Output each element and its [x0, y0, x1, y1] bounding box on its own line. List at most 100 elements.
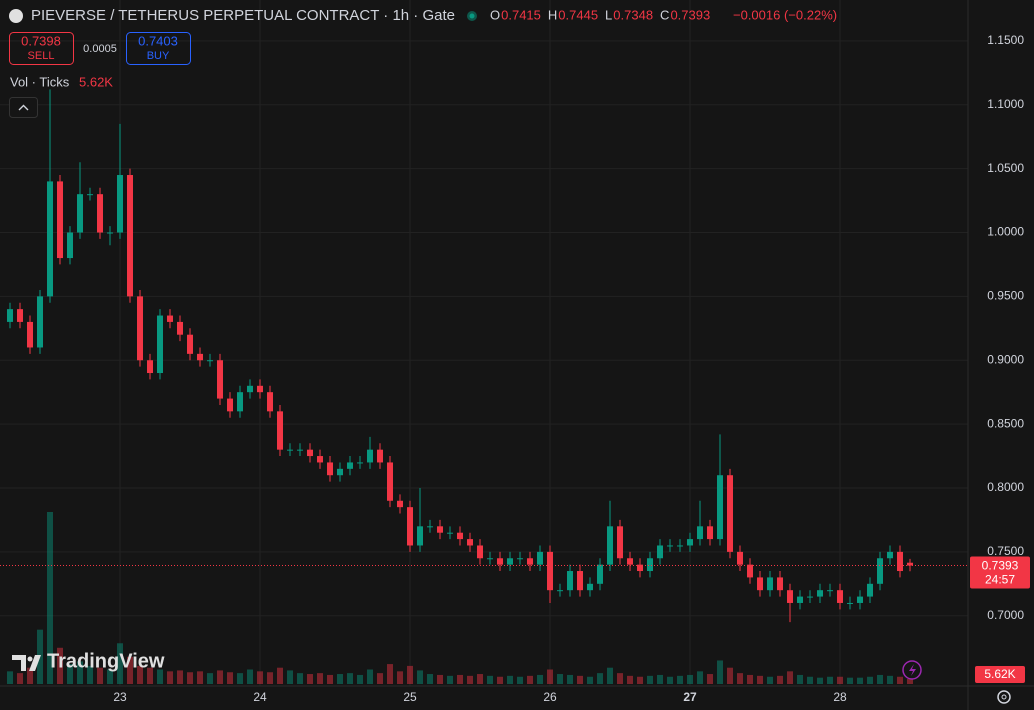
- ohlc-value: 0.7415: [501, 7, 541, 22]
- y-tick-label: 0.8500: [987, 416, 1024, 430]
- candle-body: [787, 590, 793, 603]
- countdown: 24:57: [985, 573, 1015, 587]
- candle-body: [27, 321, 33, 348]
- volume-bar: [227, 672, 233, 684]
- ohlc-letter: H: [548, 7, 557, 22]
- candle-body: [437, 526, 443, 533]
- volume-bar: [307, 674, 313, 684]
- settings-icon[interactable]: [997, 690, 1011, 704]
- volume-bar: [127, 656, 133, 684]
- candle-body: [297, 449, 303, 451]
- candle-body: [477, 545, 483, 559]
- volume-bar: [317, 673, 323, 684]
- candle-body: [7, 309, 13, 322]
- volume-bar: [167, 671, 173, 684]
- y-tick-label: 1.0000: [987, 225, 1024, 239]
- settings-icon-core: [1001, 694, 1007, 700]
- volume-bar: [217, 670, 223, 684]
- candle-body: [757, 577, 763, 591]
- volume-bar: [107, 669, 113, 684]
- volume-bar: [537, 674, 543, 684]
- candle-body: [877, 558, 883, 584]
- candle-body: [777, 577, 783, 591]
- candle-body: [457, 532, 463, 540]
- candle-body: [317, 456, 323, 463]
- candle-body: [387, 462, 393, 501]
- candle-body: [907, 562, 913, 566]
- volume-bar: [407, 665, 413, 684]
- ohlc-letter: C: [660, 7, 669, 22]
- volume-bar: [757, 675, 763, 684]
- volume-bar: [347, 673, 353, 684]
- volume-bar: [627, 675, 633, 684]
- candle-body: [57, 181, 63, 259]
- volume-bar: [17, 673, 23, 684]
- volume-bar: [807, 676, 813, 684]
- ohlc-legend: O 0.7415 H 0.7445 L 0.7348 C 0.7393: [490, 7, 710, 22]
- volume-bar: [887, 675, 893, 684]
- buy-button[interactable]: [126, 32, 191, 65]
- volume-value: 5.62K: [79, 74, 113, 89]
- volume-bar: [797, 674, 803, 684]
- volume-bar: [657, 674, 663, 684]
- collapse-button[interactable]: [9, 97, 38, 118]
- volume-bar: [777, 675, 783, 684]
- volume-bar: [327, 674, 333, 684]
- volume-bar: [847, 677, 853, 684]
- candle-body: [707, 526, 713, 540]
- candle-body: [357, 462, 363, 464]
- volume-bar: [747, 674, 753, 684]
- volume-bar: [297, 673, 303, 684]
- candle-body: [97, 194, 103, 233]
- volume-bar: [827, 676, 833, 684]
- candle-body: [127, 175, 133, 297]
- candle-body: [747, 564, 753, 578]
- volume-bar: [447, 675, 453, 684]
- candle-body: [667, 545, 673, 547]
- volume-bar: [87, 665, 93, 684]
- brand-logo: [12, 655, 41, 671]
- volume-layer: [7, 512, 913, 684]
- x-tick-label: 23: [113, 690, 127, 704]
- volume-badge-label: 5.62K: [984, 667, 1015, 681]
- candle-body: [867, 583, 873, 597]
- x-tick-label: 26: [543, 690, 557, 704]
- volume-bar: [57, 647, 63, 684]
- volume-bar: [867, 676, 873, 684]
- volume-bar: [7, 671, 13, 684]
- candle-body: [137, 296, 143, 361]
- volume-bar: [467, 675, 473, 684]
- volume-bar: [137, 665, 143, 684]
- x-tick-label: 28: [833, 690, 847, 704]
- y-tick-label: 0.9500: [987, 289, 1024, 303]
- volume-bar: [237, 673, 243, 684]
- candle-body: [237, 392, 243, 412]
- x-tick-label: 24: [253, 690, 267, 704]
- volume-bar: [67, 664, 73, 684]
- volume-bar: [417, 670, 423, 684]
- alert-icon[interactable]: [902, 660, 922, 680]
- candle-body: [727, 475, 733, 552]
- candle-body: [87, 194, 93, 196]
- candle-body: [767, 577, 773, 591]
- candle-body: [347, 462, 353, 469]
- volume-bar: [517, 676, 523, 684]
- volume-bar: [337, 674, 343, 684]
- candle-body: [377, 449, 383, 463]
- volume-bar: [117, 643, 123, 684]
- ohlc-letter: O: [490, 7, 500, 22]
- candle-body: [367, 449, 373, 463]
- volume-bar: [47, 512, 53, 684]
- ohlc-letter: L: [605, 7, 612, 22]
- sell-button[interactable]: [9, 32, 74, 65]
- candle-body: [397, 500, 403, 508]
- volume-badge: [975, 666, 1025, 683]
- volume-bar: [437, 674, 443, 684]
- volume-bar: [687, 674, 693, 684]
- volume-bar: [577, 675, 583, 684]
- candle-body: [267, 392, 273, 412]
- candle-body: [887, 551, 893, 559]
- candle-body: [627, 558, 633, 565]
